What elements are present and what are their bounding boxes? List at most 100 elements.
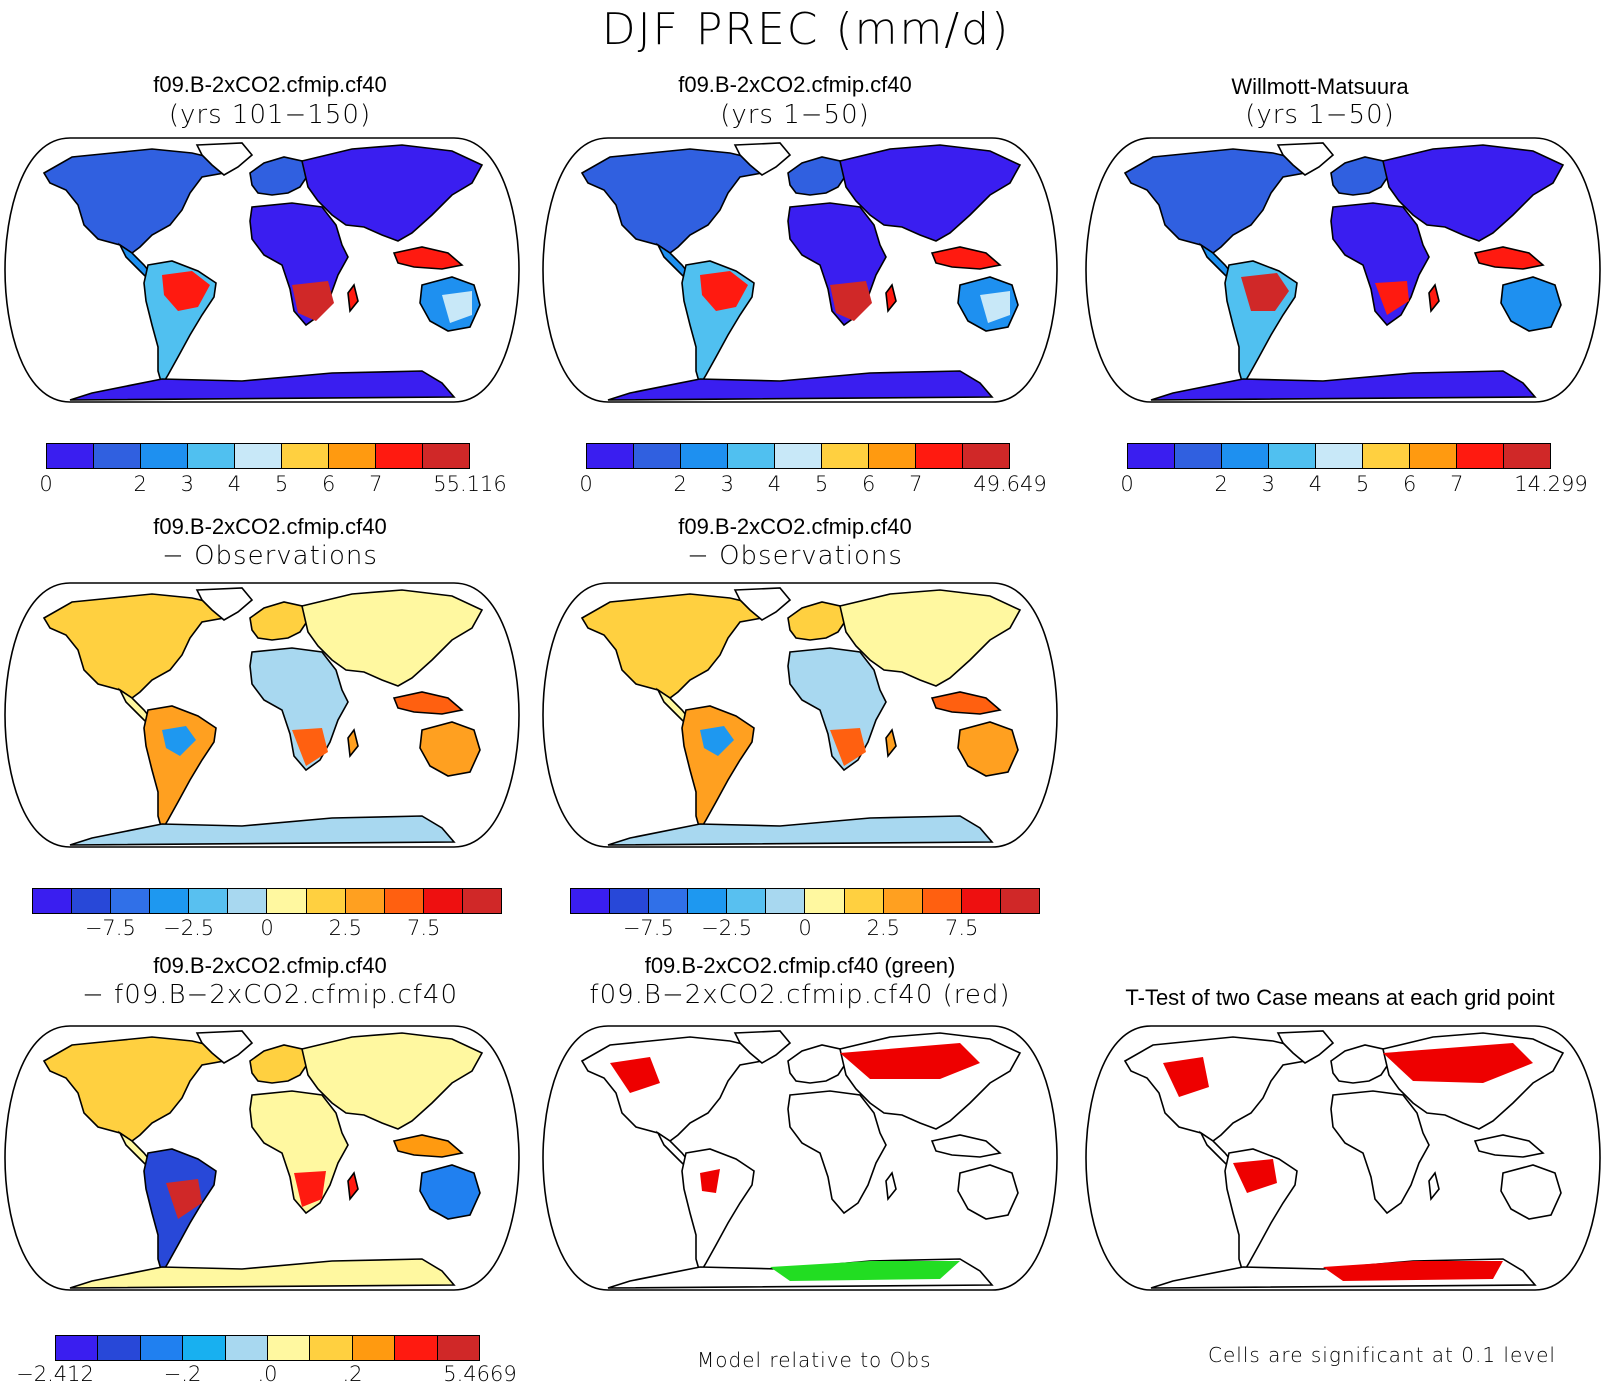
significant-cells-red	[840, 1043, 980, 1079]
colorbar-3-tick-label: 0	[1120, 472, 1134, 496]
europe-region	[249, 156, 309, 196]
colorbar-3-tick-label: 6	[1402, 472, 1417, 496]
asia-region	[1382, 144, 1565, 242]
colorbar-1-swatch	[94, 444, 141, 468]
colorbar-6-tick-label: −.2	[163, 1362, 202, 1386]
colorbar-panel-3	[1127, 443, 1551, 469]
africa-region	[787, 1090, 887, 1215]
maritime-continent-region	[392, 691, 464, 715]
colorbar-4-tick-label: −7.5	[84, 916, 136, 940]
colorbar-1-swatch	[47, 444, 94, 468]
colorbar-panel-2	[586, 443, 1010, 469]
colorbar-5-tick-label: 2.5	[866, 916, 901, 940]
colorbar-1-tick-label: 55.116	[433, 472, 507, 496]
colorbar-4-swatch	[111, 889, 151, 913]
australia-moist-area	[442, 291, 472, 323]
colorbar-6-tick-label: −2.412	[16, 1362, 94, 1386]
colorbar-4-swatch	[189, 889, 229, 913]
colorbar-2-tick-label: 4	[767, 472, 782, 496]
amazon-dry-bias-area	[162, 726, 196, 756]
antarctica-region	[1150, 370, 1537, 401]
south-america-region	[681, 705, 755, 832]
map-border	[4, 137, 520, 403]
colorbar-4-swatch	[150, 889, 190, 913]
colorbar-1-swatch	[188, 444, 235, 468]
colorbar-6-swatch	[225, 1336, 269, 1360]
colorbar-4-swatch	[423, 889, 463, 913]
panel3-title: Willmott-Matsuura	[1231, 74, 1409, 99]
colorbar-5-swatch	[766, 889, 806, 913]
colorbar-2-swatch	[634, 444, 681, 468]
colorbar-6-swatch	[395, 1336, 438, 1360]
amazon-wet-area	[700, 271, 748, 311]
colorbar-2-tick-label: 7	[909, 472, 923, 496]
colorbar-1-tick-label: 2	[133, 472, 147, 496]
colorbar-6-tick-label: .2	[342, 1362, 363, 1386]
maritime-continent-region	[1473, 1134, 1545, 1158]
colorbar-3-swatch	[1175, 444, 1222, 468]
southern-africa-wet-bias-area	[292, 728, 328, 766]
colorbar-panel-4	[32, 888, 502, 914]
madagascar-region	[347, 1171, 359, 1202]
antarctica-region	[69, 370, 456, 401]
colorbar-2-swatch	[822, 444, 869, 468]
map-border	[542, 582, 1058, 848]
north-america-region	[580, 148, 764, 254]
colorbar-4-swatch	[33, 889, 73, 913]
colorbar-6-swatch	[268, 1336, 311, 1360]
colorbar-5-swatch	[922, 889, 962, 913]
europe-region	[1330, 156, 1390, 196]
colorbar-5-swatch	[844, 889, 884, 913]
panel3-subtitle: (yrs 1−50)	[1245, 100, 1395, 130]
map-border	[1085, 1025, 1601, 1291]
panel7-title: f09.B-2xCO2.cfmip.cf40 (green)	[644, 953, 956, 978]
maritime-continent-region	[392, 1134, 464, 1158]
north-america-region	[42, 148, 226, 254]
panel2-subtitle: (yrs 1−50)	[720, 100, 870, 130]
north-america-region	[42, 593, 226, 699]
colorbar-6-swatch	[352, 1336, 396, 1360]
colorbar-3-swatch	[1128, 444, 1175, 468]
colorbar-2-swatch	[916, 444, 963, 468]
maritime-continent-region	[930, 1134, 1002, 1158]
madagascar-region	[1428, 1171, 1440, 1202]
colorbar-4-swatch	[306, 889, 346, 913]
map-border	[1085, 137, 1601, 403]
maritime-continent-region	[930, 691, 1002, 715]
significant-cells-red	[1163, 1057, 1209, 1097]
greenland-region	[195, 587, 254, 621]
colorbar-1-tick-label: 6	[321, 472, 336, 496]
colorbar-5-swatch	[610, 889, 650, 913]
colorbar-2-tick-label: 2	[673, 472, 687, 496]
antarctica-region	[607, 815, 994, 846]
europe-region	[1330, 1044, 1390, 1084]
colorbar-1-swatch	[141, 444, 188, 468]
colorbar-4-swatch	[462, 889, 501, 913]
significant-cells-red	[1323, 1261, 1503, 1281]
panel2-title: f09.B-2xCO2.cfmip.cf40	[678, 72, 912, 97]
amazon-wet-area	[1241, 273, 1289, 311]
colorbar-5-swatch	[805, 889, 845, 913]
colorbar-3-swatch	[1363, 444, 1410, 468]
colorbar-2-swatch	[963, 444, 1009, 468]
colorbar-2-tick-label: 5	[814, 472, 829, 496]
significance-note: Cells are significant at 0.1 level	[1208, 1343, 1556, 1367]
colorbar-panel-6	[55, 1335, 480, 1361]
colorbar-6-swatch	[140, 1336, 184, 1360]
colorbar-5-swatch	[961, 889, 1001, 913]
map-panel-5	[542, 582, 1058, 848]
map-border	[542, 137, 1058, 403]
colorbar-2-swatch	[775, 444, 822, 468]
colorbar-3-tick-label: 3	[1261, 472, 1276, 496]
colorbar-2-tick-label: 0	[579, 472, 593, 496]
colorbar-5-tick-label: 0	[798, 916, 812, 940]
model-relative-note: Model relative to Obs	[697, 1348, 932, 1372]
significant-cells-green	[770, 1261, 960, 1281]
significant-cells-red	[700, 1169, 720, 1193]
significant-cells-red	[1383, 1043, 1533, 1083]
map-panel-4	[4, 582, 520, 848]
colorbar-2-swatch	[869, 444, 916, 468]
asia-region	[301, 589, 484, 687]
europe-region	[249, 601, 309, 641]
colorbar-4-swatch	[384, 889, 424, 913]
